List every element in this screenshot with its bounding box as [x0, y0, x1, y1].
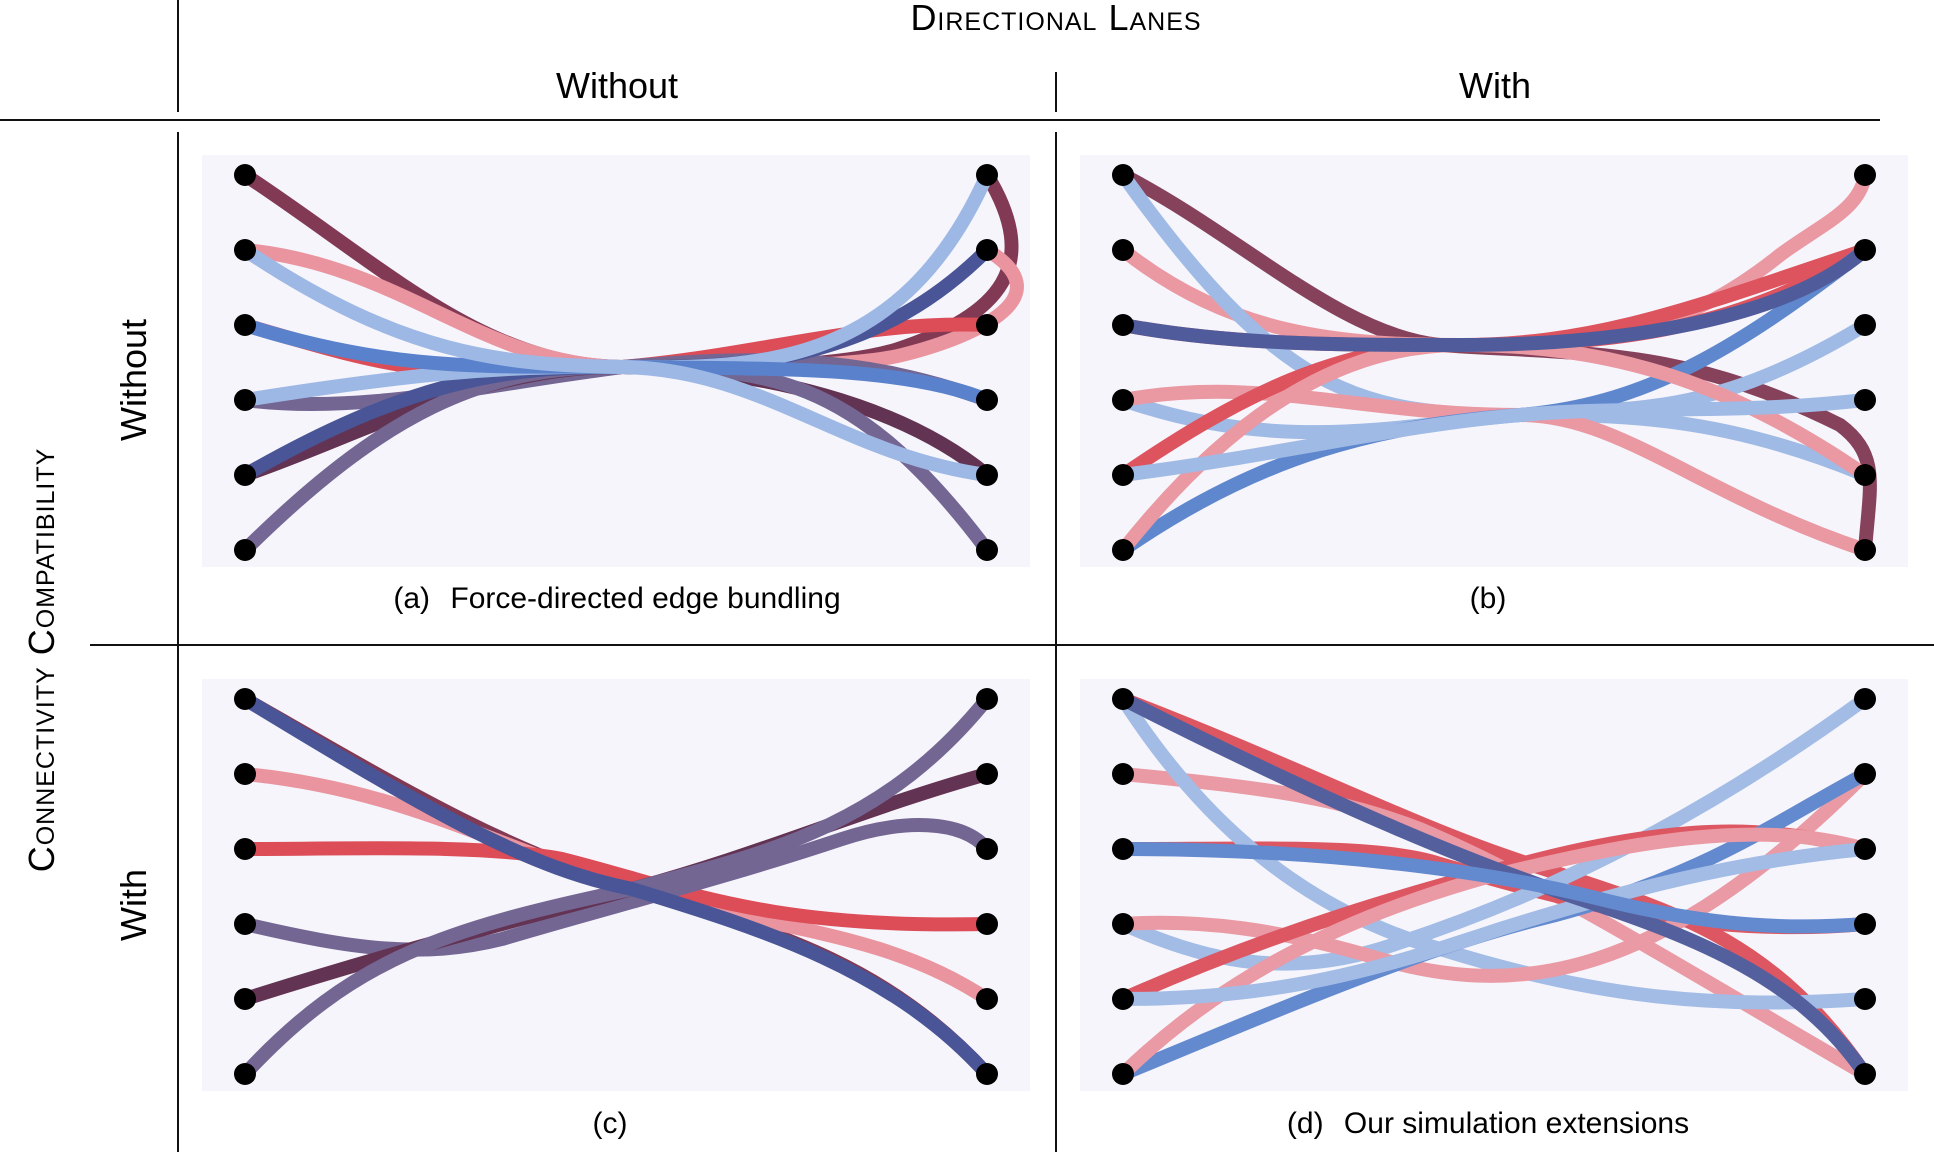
- node-a-l6: [234, 539, 256, 561]
- node-a-r1: [976, 164, 998, 186]
- caption-c: (c): [593, 1107, 628, 1140]
- caption-a-label: (a): [393, 582, 430, 615]
- panel-d-nodes: [1112, 688, 1876, 1085]
- node-a-r5: [976, 464, 998, 486]
- edge-d12: [1116, 842, 1872, 934]
- column-group-title: Directional Lanes: [910, 0, 1201, 38]
- node-d-r5: [1854, 988, 1876, 1010]
- node-b-r3: [1854, 314, 1876, 336]
- edge-d6: [1116, 767, 1872, 983]
- node-d-l3: [1112, 838, 1134, 860]
- node-d-r4: [1854, 913, 1876, 935]
- node-c-l5: [234, 988, 256, 1010]
- node-c-r6: [976, 1063, 998, 1085]
- node-c-r2: [976, 763, 998, 785]
- node-d-l4: [1112, 913, 1134, 935]
- panel-a: [202, 155, 1030, 567]
- node-c-l4: [234, 913, 256, 935]
- node-b-r5: [1854, 464, 1876, 486]
- edge-b11: [1116, 243, 1872, 353]
- node-d-l1: [1112, 688, 1134, 710]
- node-a-l1: [234, 164, 256, 186]
- edge-d10: [1116, 842, 1872, 1006]
- panel-b: [1080, 155, 1908, 567]
- node-b-l4: [1112, 389, 1134, 411]
- caption-d-text: Our simulation extensions: [1344, 1107, 1689, 1140]
- node-c-r3: [976, 838, 998, 860]
- node-b-l6: [1112, 539, 1134, 561]
- node-a-l3: [234, 314, 256, 336]
- node-a-r2: [976, 239, 998, 261]
- node-d-l6: [1112, 1063, 1134, 1085]
- edge-c4: [238, 818, 994, 957]
- node-c-l2: [234, 763, 256, 785]
- edge-a10: [238, 243, 994, 482]
- panel-b-edges: [1116, 168, 1877, 557]
- node-a-r6: [976, 539, 998, 561]
- node-b-r6: [1854, 539, 1876, 561]
- column-header-with: With: [1459, 65, 1531, 106]
- panel-c-nodes: [234, 688, 998, 1085]
- caption-a: (a) Force-directed edge bundling: [393, 582, 840, 615]
- panel-d: [1080, 679, 1908, 1091]
- node-b-l3: [1112, 314, 1134, 336]
- node-c-l1: [234, 688, 256, 710]
- caption-d: (d) Our simulation extensions: [1287, 1107, 1689, 1140]
- node-b-r1: [1854, 164, 1876, 186]
- node-a-l5: [234, 464, 256, 486]
- node-b-l5: [1112, 464, 1134, 486]
- row-header-without: Without: [113, 319, 154, 441]
- node-a-l2: [234, 239, 256, 261]
- caption-d-label: (d): [1287, 1107, 1324, 1140]
- panel-c-edges: [238, 692, 994, 1081]
- edge-b10: [1116, 393, 1872, 482]
- edge-c7: [238, 692, 994, 1081]
- node-c-l6: [234, 1063, 256, 1085]
- caption-b: (b): [1470, 582, 1507, 615]
- node-b-l1: [1112, 164, 1134, 186]
- row-header-with: With: [113, 869, 154, 941]
- node-c-r1: [976, 688, 998, 710]
- caption-a-text: Force-directed edge bundling: [450, 582, 840, 615]
- node-c-r5: [976, 988, 998, 1010]
- node-d-l2: [1112, 763, 1134, 785]
- node-a-r3: [976, 314, 998, 336]
- row-group-title: Connectivity Compatibility: [21, 448, 62, 873]
- panel-a-edges: [238, 168, 1024, 557]
- node-d-r3: [1854, 838, 1876, 860]
- column-header-without: Without: [556, 65, 678, 106]
- node-c-r4: [976, 913, 998, 935]
- node-b-r4: [1854, 389, 1876, 411]
- node-b-l2: [1112, 239, 1134, 261]
- panel-d-edges: [1116, 692, 1872, 1081]
- node-d-r1: [1854, 688, 1876, 710]
- node-b-r2: [1854, 239, 1876, 261]
- panel-b-nodes: [1112, 164, 1876, 561]
- node-d-r6: [1854, 1063, 1876, 1085]
- node-a-l4: [234, 389, 256, 411]
- node-c-l3: [234, 838, 256, 860]
- node-d-l5: [1112, 988, 1134, 1010]
- edge-d1: [1116, 692, 1872, 1081]
- node-d-r2: [1854, 763, 1876, 785]
- panel-c: [202, 679, 1030, 1091]
- edge-c3: [238, 841, 994, 932]
- node-a-r4: [976, 389, 998, 411]
- panel-a-nodes: [234, 164, 998, 561]
